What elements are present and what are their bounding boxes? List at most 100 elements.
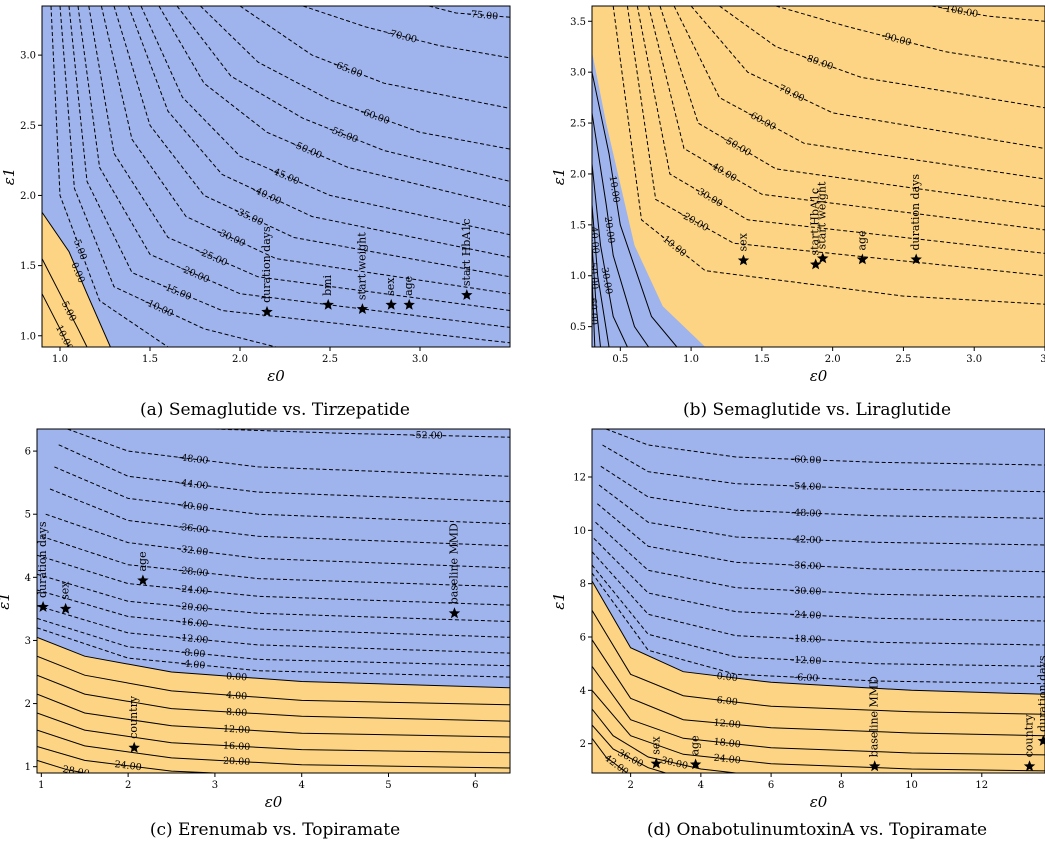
positive-region [42, 212, 111, 347]
contour-label: -12.00 [178, 632, 209, 646]
contour-line [592, 564, 1045, 667]
x-tick-label: 1.0 [683, 354, 699, 365]
contour-line [592, 245, 601, 347]
contour-label: -54.00 [791, 481, 822, 493]
contour-line [302, 6, 510, 59]
contour-line [592, 724, 666, 773]
annotation-label: bmi [321, 274, 334, 295]
y-tick-label: 0.5 [570, 322, 586, 333]
x-tick-label: 4 [299, 780, 305, 791]
y-tick-label: 3 [25, 636, 31, 647]
y-tick-label: 2.0 [570, 169, 586, 180]
annotation-label: country [127, 695, 140, 739]
contour-label: -75.00 [467, 9, 498, 22]
y-tick-label: 5 [25, 510, 31, 521]
star-marker [461, 289, 473, 300]
annotation-label: duration days [260, 226, 273, 303]
contour-label: -24.00 [178, 584, 209, 598]
contour-label: -42.00 [791, 534, 822, 546]
star-marker [856, 253, 869, 265]
x-tick-label: 5 [385, 780, 391, 791]
contour-label: -44.00 [177, 477, 209, 492]
y-tick-label: 12 [573, 473, 586, 484]
x-tick-label: 3 [212, 780, 218, 791]
annotation-label: age [402, 276, 415, 296]
contour-line [626, 6, 1045, 277]
y-tick-label: 2.0 [20, 191, 36, 202]
contour-label: -20.00 [178, 601, 209, 615]
contour-line [596, 503, 1045, 573]
y-axis-label: ε1 [550, 592, 568, 610]
contour-line [428, 6, 510, 18]
x-tick-label: 1.5 [754, 354, 770, 365]
contour-line [140, 6, 510, 236]
contour-label: -4.00 [181, 658, 206, 671]
star-marker [128, 741, 140, 753]
contour-label: -28.00 [177, 565, 208, 579]
contour-line [673, 6, 1045, 180]
positive-region [592, 6, 1045, 347]
annotation-label: sex [59, 581, 72, 600]
caption-a: (a) Semaglutide vs. Tirzepatide [140, 400, 410, 420]
contour-line [176, 6, 510, 182]
x-axis-label: ε0 [265, 793, 283, 811]
contour-label: 16.00 [223, 740, 251, 752]
x-axis-label: ε0 [267, 367, 285, 385]
contour-line [42, 258, 88, 347]
x-tick-label: 4 [698, 780, 704, 791]
star-marker [910, 253, 922, 265]
star-marker [322, 298, 334, 310]
y-tick-label: 6 [25, 447, 31, 458]
contour-line [592, 204, 610, 347]
plot-frame [591, 5, 1045, 348]
star-marker [448, 607, 461, 619]
star-marker [356, 303, 369, 314]
contour-label: 8.00 [226, 707, 248, 719]
contour-label: 4.00 [226, 690, 248, 703]
contour-label: -32.00 [177, 544, 209, 559]
contour-line [37, 605, 510, 654]
contour-line [592, 580, 1045, 695]
star-marker [817, 252, 829, 264]
contour-line [127, 6, 510, 258]
y-tick-label: 1.0 [20, 331, 36, 342]
x-axis-label: ε0 [810, 793, 828, 811]
contour-label: 24.00 [114, 759, 142, 773]
contour-line [592, 666, 1045, 756]
annotation-label: start weight [816, 181, 829, 249]
x-tick-label: 8 [838, 780, 844, 791]
contour-label: 40.00 [588, 226, 601, 254]
contour-label: -6.00 [794, 672, 819, 684]
annotation-label: baseline MMD [448, 523, 461, 604]
contour-line [648, 6, 1045, 231]
star-marker [261, 305, 273, 317]
contour-line [37, 759, 85, 773]
annotation-label: start HbA1c [809, 188, 822, 256]
star-marker [1037, 735, 1045, 746]
contour-label: 28.00 [62, 764, 91, 780]
contour-line [592, 112, 650, 347]
contour-line [636, 6, 1045, 254]
x-tick-label: 3.0 [966, 354, 982, 365]
contour-label: 10.00 [607, 175, 622, 204]
x-tick-label: 1 [38, 780, 44, 791]
annotation-label: age [689, 735, 702, 755]
y-tick-label: 1.5 [570, 220, 586, 231]
contour-line [592, 639, 1045, 737]
contour-line [592, 738, 628, 773]
x-tick-label: 1.0 [52, 354, 68, 365]
contour-label: -48.00 [791, 507, 822, 519]
star-marker [737, 254, 750, 266]
x-tick-label: 2.5 [322, 354, 338, 365]
contour-line [690, 6, 1045, 149]
contour-line [612, 6, 1045, 305]
contour-label: -40.00 [177, 500, 209, 515]
contour-line [49, 488, 510, 547]
contour-label: -30.00 [791, 585, 822, 597]
contour-line [37, 617, 510, 667]
y-tick-label: 6 [580, 633, 586, 644]
contour-line [659, 6, 1045, 207]
y-tick-label: 1.0 [570, 271, 586, 282]
